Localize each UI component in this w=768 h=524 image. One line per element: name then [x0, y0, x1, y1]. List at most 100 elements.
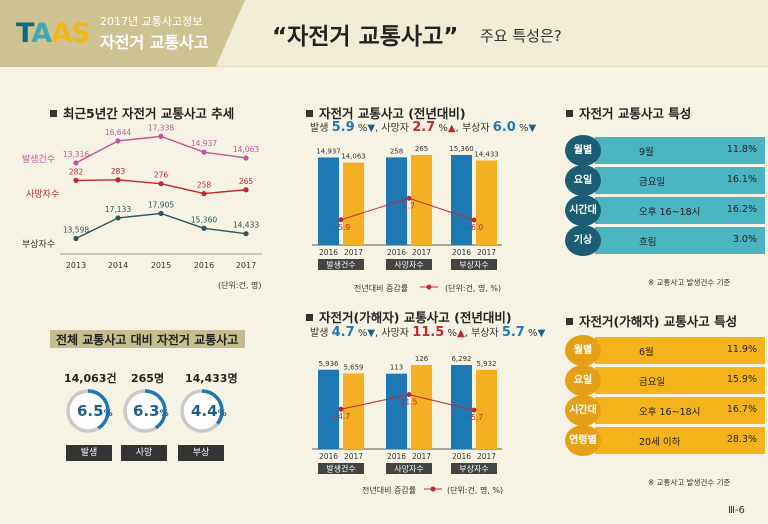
- trend-value-label: 16,644: [105, 128, 131, 137]
- char-value: 오후 16~18시: [639, 407, 701, 418]
- bike-title: 자전거 교통사고 (전년대비): [306, 103, 466, 122]
- trend-point: [201, 191, 207, 197]
- trend-value-label: 14,433: [233, 221, 259, 230]
- trend-point: [201, 225, 207, 231]
- trend-x-tick: 2013: [66, 261, 86, 270]
- char-bar: 9월 11.8%: [595, 137, 765, 164]
- char-bar: 6월 11.9%: [595, 337, 765, 364]
- bar-value-label: 113: [390, 364, 403, 372]
- bike-unit: (단위:건, 명, %): [445, 284, 502, 293]
- char-percent: 11.9%: [726, 344, 757, 355]
- bar-category-label: 2016: [319, 248, 338, 257]
- trend-value-label: 14,937: [191, 139, 217, 148]
- char-bar: 흐림 3.0%: [595, 227, 765, 254]
- bar-group-box: [318, 463, 364, 474]
- victim-stats: 발생 4.7 %▼, 사망자 11.5 %▲, 부상자 5.7 %▼: [310, 325, 546, 340]
- bar: [451, 155, 472, 245]
- char-percent: 16.2%: [726, 204, 757, 215]
- change-value-label: −5.7: [465, 413, 483, 422]
- bike-legend: 전년대비 증감률: [354, 284, 409, 293]
- bar: [476, 160, 497, 245]
- char-bar: 오후 16~18시 16.2%: [595, 197, 765, 224]
- legend-marker: [426, 284, 432, 290]
- bar-value-label: 258: [390, 147, 403, 155]
- char-row: 금요일 16.1% 요일: [565, 165, 765, 196]
- bar-value-label: 6,292: [451, 355, 471, 363]
- bar-category-label: 2017: [412, 452, 431, 461]
- bar-group-label: 발생건수: [326, 464, 355, 474]
- bar-value-label: 14,063: [341, 153, 366, 161]
- share-panel-header: [50, 330, 245, 348]
- char2-note: ※ 교통사고 발생건수 기준: [648, 478, 731, 487]
- char-percent: 16.1%: [726, 174, 757, 185]
- bar-group-box: [386, 259, 432, 270]
- trend-value-label: 13,598: [63, 226, 89, 235]
- change-value-label: 11.5: [401, 398, 418, 407]
- char-row: 금요일 15.9% 요일: [565, 365, 765, 396]
- trend-point: [73, 235, 79, 242]
- bar-category-label: 2017: [344, 452, 363, 461]
- page-header: TAAS 2017년 교통사고정보 자전거 교통사고 “자전거 교통사고” 주요…: [0, 0, 768, 67]
- trend-unit: (단위:건, 명): [218, 281, 262, 290]
- share-count-accidents: 14,063건: [64, 372, 117, 385]
- char-label: 월별: [565, 135, 601, 166]
- trend-series-label-deaths: 사망자수: [26, 190, 60, 200]
- trend-point: [201, 149, 207, 155]
- char-bar: 금요일 16.1%: [595, 167, 765, 194]
- share-label-injuries: 부상: [178, 445, 224, 461]
- bar-group-label: 발생건수: [326, 260, 355, 270]
- trend-x-tick: 2016: [194, 261, 214, 270]
- trend-point: [243, 155, 249, 161]
- trend-value-label: 17,133: [105, 205, 131, 214]
- char-bar: 20세 이하 28.3%: [595, 427, 765, 454]
- trend-value-label: 282: [69, 167, 84, 176]
- page-number: Ⅲ-6: [728, 505, 745, 516]
- change-point: [471, 407, 477, 413]
- bar-value-label: 5,936: [318, 360, 339, 368]
- trend-point: [115, 215, 121, 221]
- char-bar: 오후 16~18시 16.7%: [595, 397, 765, 424]
- trend-title: 최근5년간 자전거 교통사고 추세: [50, 103, 234, 122]
- char1-note: ※ 교통사고 발생건수 기준: [648, 278, 731, 287]
- change-point: [338, 217, 344, 223]
- trend-value-label: 15,360: [191, 215, 217, 224]
- char-label: 기상: [565, 225, 601, 256]
- share-label-deaths: 사망: [121, 445, 167, 461]
- char-bar: 금요일 15.9%: [595, 367, 765, 394]
- bar: [318, 369, 339, 449]
- char-percent: 16.7%: [726, 404, 757, 415]
- bar-category-label: 2016: [452, 248, 471, 257]
- trend-point: [73, 160, 79, 166]
- char-percent: 28.3%: [726, 434, 757, 445]
- change-value-label: −5.9: [332, 223, 350, 232]
- header-subtitle: 2017년 교통사고정보: [100, 15, 203, 28]
- trend-value-label: 17,905: [148, 200, 174, 209]
- trend-point: [243, 231, 249, 237]
- bar-group-box: [451, 463, 497, 474]
- bar-category-label: 2016: [319, 452, 338, 461]
- page-title-suffix: 주요 특성은?: [480, 27, 562, 45]
- header-banner: [0, 0, 245, 67]
- bar-category-label: 2017: [412, 248, 431, 257]
- char-value: 금요일: [639, 377, 666, 388]
- change-value-label: −6.0: [465, 223, 483, 232]
- change-point: [338, 406, 344, 412]
- change-value-label: −4.7: [332, 412, 350, 421]
- bar-category-label: 2016: [387, 248, 406, 257]
- trend-value-label: 265: [239, 177, 254, 186]
- bar: [343, 373, 364, 449]
- victim-unit: (단위:건, 명, %): [447, 486, 504, 495]
- char-row: 오후 16~18시 16.2% 시간대: [565, 195, 765, 226]
- bar-value-label: 5,932: [476, 360, 496, 368]
- trend-point: [73, 177, 79, 183]
- share-count-deaths: 265명: [131, 372, 165, 385]
- bar: [411, 155, 432, 245]
- trend-value-label: 276: [154, 171, 169, 180]
- trend-point: [243, 187, 249, 193]
- char-value: 흐림: [639, 237, 657, 248]
- char-value: 금요일: [639, 177, 666, 188]
- taas-logo: TAAS: [16, 18, 91, 49]
